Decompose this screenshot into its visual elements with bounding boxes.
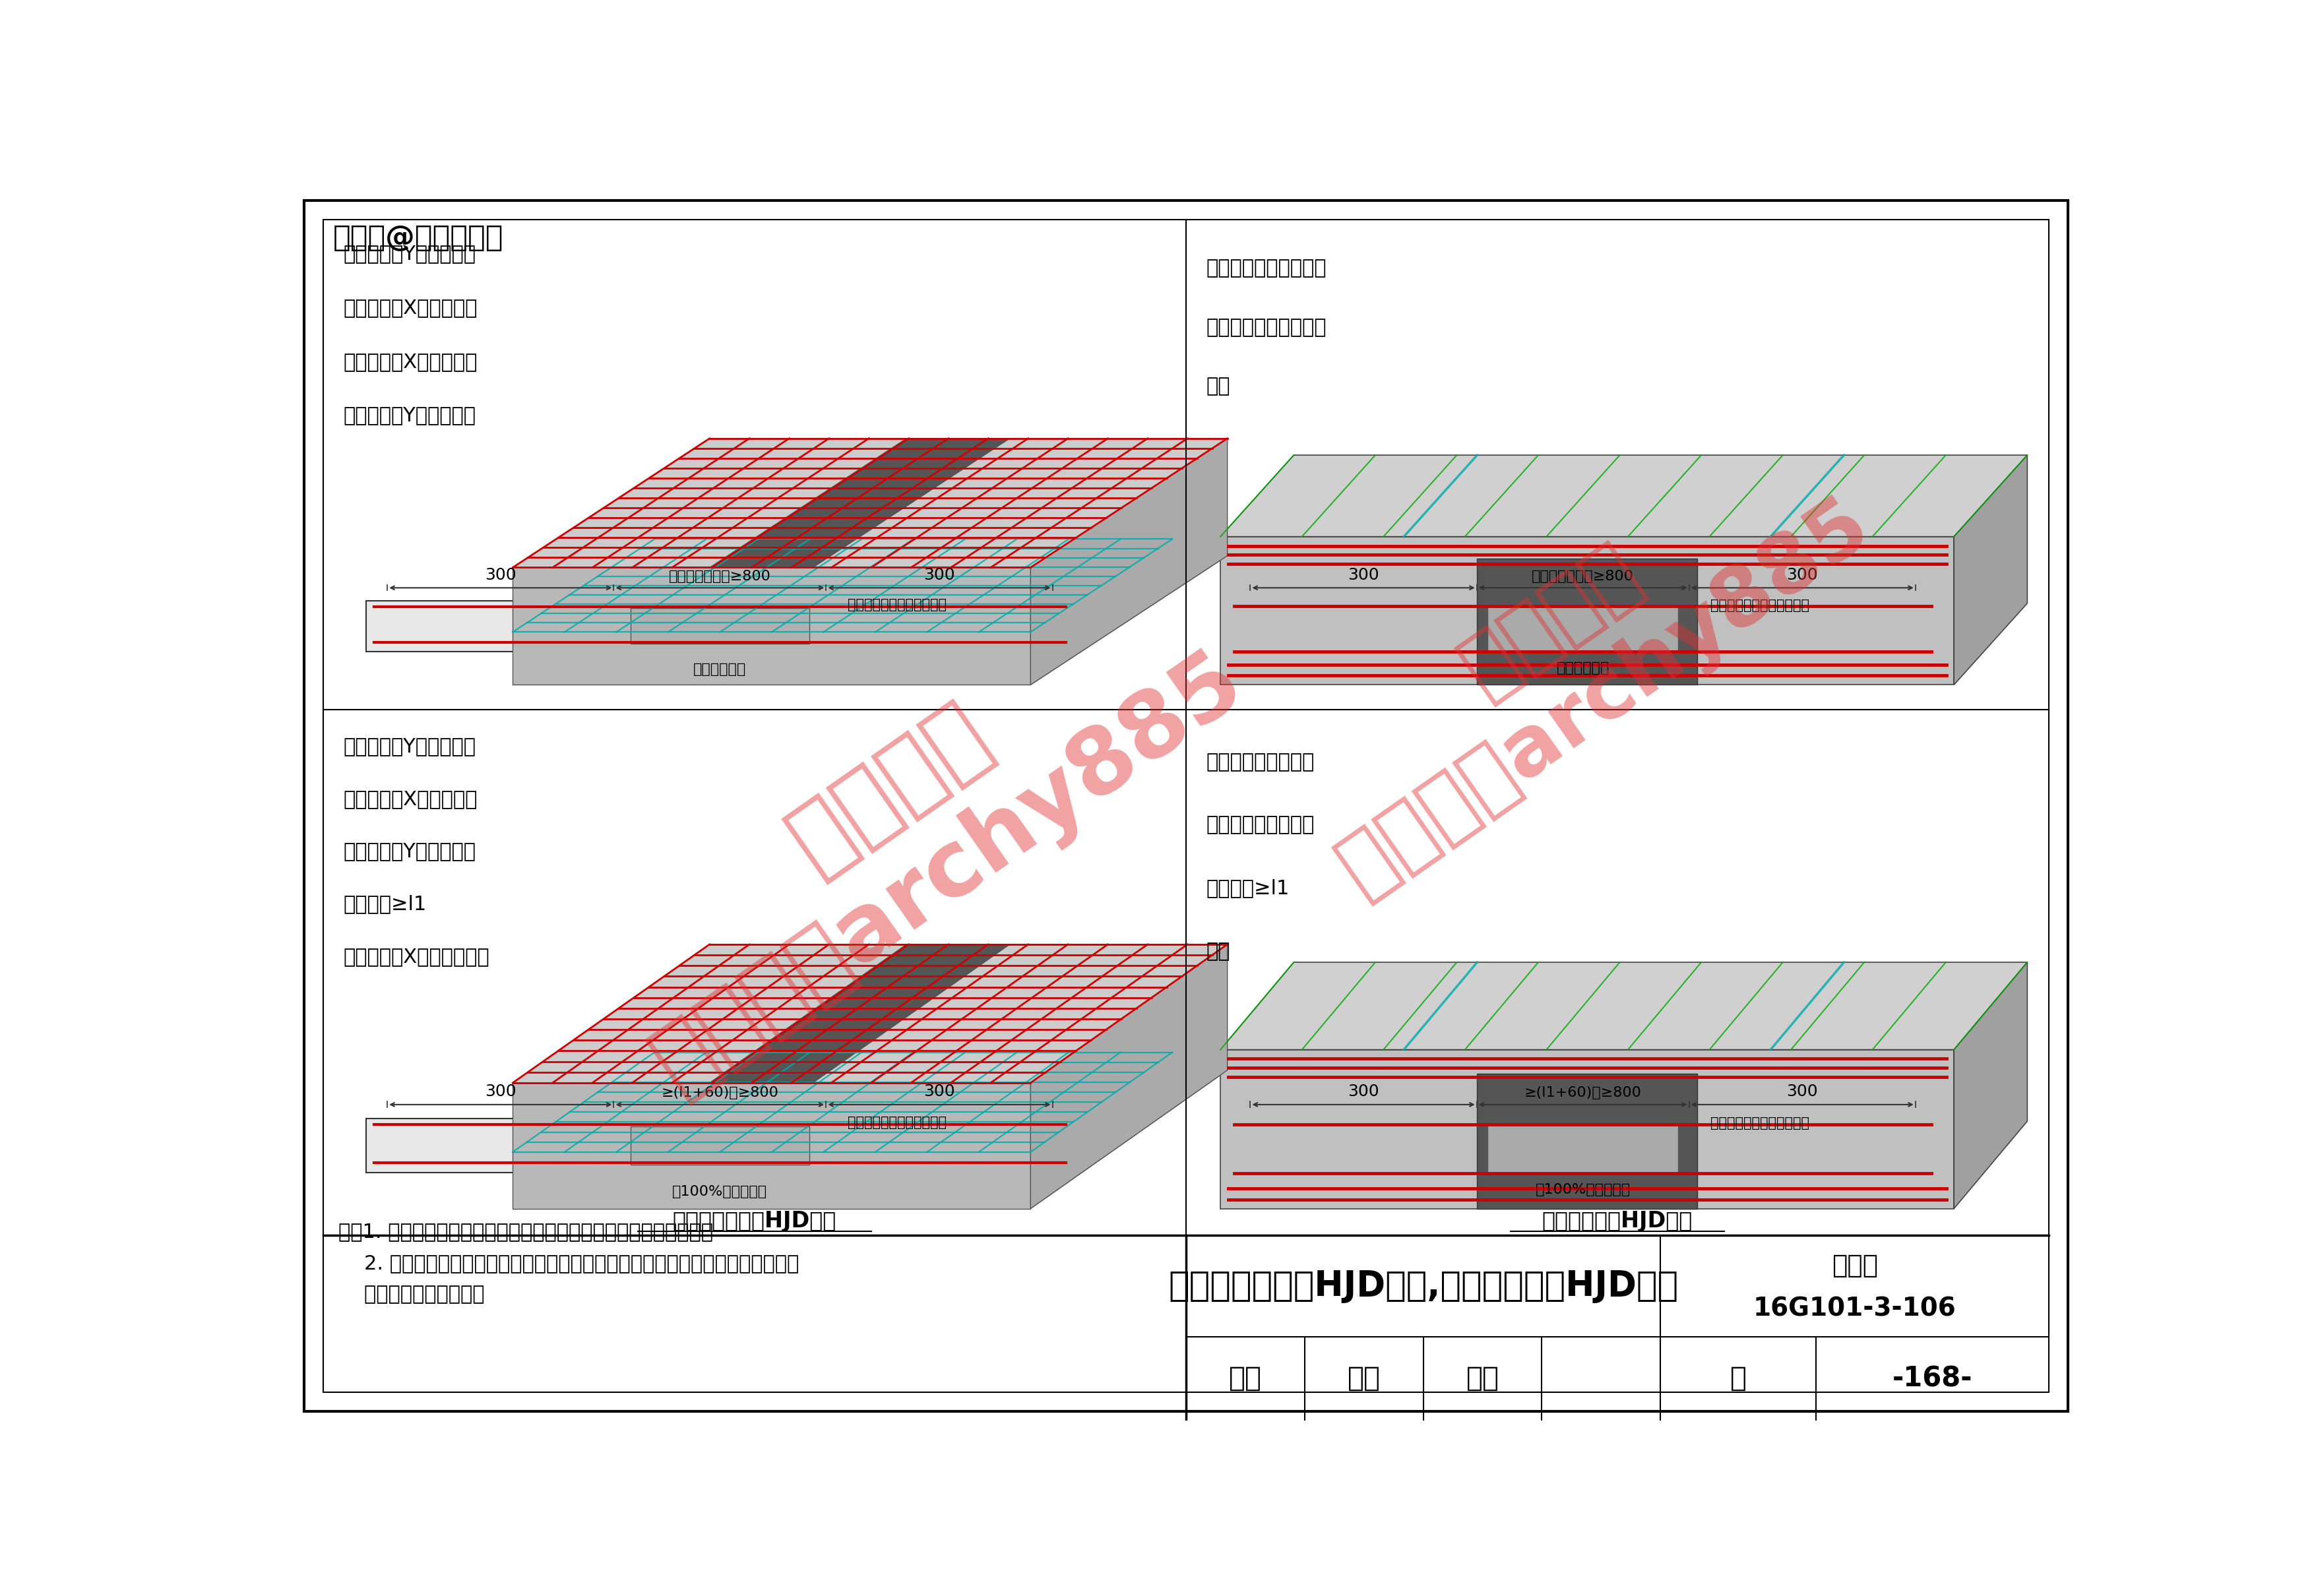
Polygon shape: [710, 945, 1009, 1082]
Text: （贯通留筋）: （贯通留筋）: [1557, 661, 1608, 675]
Polygon shape: [1476, 559, 1696, 685]
Text: 基础板上部Y向贯通纵筋: 基础板上部Y向贯通纵筋: [342, 737, 477, 757]
Bar: [1488, 1125, 1678, 1175]
Text: 箍筋: 箍筋: [1206, 942, 1231, 961]
Text: 基础梁下部贯通纵筋: 基础梁下部贯通纵筋: [1206, 816, 1314, 835]
Bar: [1476, 600, 1520, 659]
Polygon shape: [1219, 1050, 1953, 1208]
Polygon shape: [514, 439, 907, 568]
Bar: [366, 1119, 1074, 1173]
Text: 搜狐号@精品资料库: 搜狐号@精品资料库: [333, 223, 504, 252]
Text: 300: 300: [1347, 568, 1379, 583]
Bar: [1562, 600, 1604, 659]
Polygon shape: [1476, 1074, 1696, 1208]
Text: 免费获取
加微信：archy885: 免费获取 加微信：archy885: [1270, 407, 1884, 910]
Text: 基础板下部X向非贯通纵筋: 基础板下部X向非贯通纵筋: [342, 946, 491, 966]
Polygon shape: [514, 439, 1226, 568]
Bar: [1520, 600, 1562, 659]
Text: 基础板下部配置通纵筋: 基础板下部配置通纵筋: [1206, 318, 1326, 337]
Polygon shape: [1219, 536, 1953, 685]
Bar: [1648, 1119, 1689, 1181]
Text: 基础底板后浇带HJD构造: 基础底板后浇带HJD构造: [673, 1210, 835, 1232]
Polygon shape: [812, 945, 1226, 1082]
Text: 基础梁后浇带HJD构造: 基础梁后浇带HJD构造: [1541, 1210, 1692, 1232]
Polygon shape: [514, 945, 907, 1082]
Text: （100%搭接留筋）: （100%搭接留筋）: [673, 1186, 768, 1199]
Polygon shape: [514, 568, 1030, 685]
Text: ≥(l1+60)且≥800: ≥(l1+60)且≥800: [1525, 1087, 1641, 1100]
Bar: [1488, 606, 1678, 653]
Polygon shape: [514, 555, 1226, 685]
Text: 按接头标准，且≥800: 按接头标准，且≥800: [1532, 570, 1634, 583]
Polygon shape: [514, 1071, 1226, 1208]
Polygon shape: [1953, 455, 2027, 685]
Bar: [1229, 600, 1937, 659]
Bar: [1604, 1119, 1648, 1181]
Text: 基础板上部Y向贯通纵筋: 基础板上部Y向贯通纵筋: [342, 244, 477, 263]
Text: （贯通留筋）: （贯通留筋）: [694, 662, 747, 677]
Bar: [1229, 1119, 1937, 1181]
Text: 基础板下部Y向贯通纵筋: 基础板下部Y向贯通纵筋: [342, 841, 477, 860]
Text: 基础板上部X向贯通纵筋: 基础板上部X向贯通纵筋: [342, 790, 477, 809]
Text: 设计: 设计: [1467, 1365, 1499, 1392]
Text: 按设计标注，且≥800: 按设计标注，且≥800: [669, 570, 771, 583]
Text: 图集号: 图集号: [1833, 1253, 1879, 1278]
Bar: [613, 600, 826, 661]
Bar: [632, 1127, 810, 1165]
Polygon shape: [1953, 962, 2027, 1208]
Polygon shape: [514, 945, 1226, 1082]
Polygon shape: [1030, 945, 1226, 1208]
Text: 附加放水层，垫层相应下落: 附加放水层，垫层相应下落: [847, 1116, 946, 1128]
Polygon shape: [1219, 962, 2027, 1050]
Text: 注：1. 后浇带混凝土的浇筑时间及其他要求按具体工程的图纸要求。
    2. 后浇带两侧可采用钢筋支架单层钢丝网或单层钢板网隔断，当后浇混凝土时，
    应: 注：1. 后浇带混凝土的浇筑时间及其他要求按具体工程的图纸要求。 2. 后浇带两…: [338, 1223, 798, 1304]
Text: 300: 300: [923, 1084, 956, 1100]
Text: 基础梁上部贯通纵筋: 基础梁上部贯通纵筋: [1206, 752, 1314, 771]
Text: 基础板下部Y向贯通纵筋: 基础板下部Y向贯通纵筋: [342, 405, 477, 425]
Text: （100%搭接留筋）: （100%搭接留筋）: [1536, 1183, 1631, 1197]
Text: -168-: -168-: [1893, 1365, 1972, 1392]
Text: 300: 300: [923, 568, 956, 583]
Text: 箍筋: 箍筋: [1206, 377, 1231, 396]
Text: 300: 300: [1786, 1084, 1819, 1100]
Text: 300: 300: [486, 1084, 516, 1100]
Bar: [1648, 600, 1689, 659]
Text: 基础板上部配置通纵筋: 基础板上部配置通纵筋: [1206, 259, 1326, 278]
Text: 300: 300: [486, 568, 516, 583]
Bar: [1476, 1119, 1520, 1181]
Polygon shape: [1219, 455, 2027, 536]
Polygon shape: [514, 1082, 1030, 1208]
Text: 搭接长度≥l1: 搭接长度≥l1: [1206, 879, 1289, 899]
Text: 300: 300: [1347, 1084, 1379, 1100]
Bar: [366, 600, 1074, 651]
Polygon shape: [710, 439, 1009, 568]
Text: 审核: 审核: [1229, 1365, 1261, 1392]
Polygon shape: [812, 439, 1226, 568]
Text: 基础板上部X向贯通纵筋: 基础板上部X向贯通纵筋: [342, 298, 477, 318]
Text: 校对: 校对: [1347, 1365, 1381, 1392]
Polygon shape: [1030, 439, 1226, 685]
Text: 基础板下部X向贯通纵筋: 基础板下部X向贯通纵筋: [342, 353, 477, 372]
Text: 免费获取
加微信：archy885: 免费获取 加微信：archy885: [578, 552, 1259, 1109]
Text: 基础底板后浇带HJD构造,基础梁后浇带HJD构造: 基础底板后浇带HJD构造,基础梁后浇带HJD构造: [1169, 1269, 1678, 1302]
Text: 附加放水层，垫层相应下落: 附加放水层，垫层相应下落: [1710, 598, 1810, 611]
Bar: [1520, 1119, 1562, 1181]
Bar: [613, 1119, 826, 1183]
Text: 附加放水层，垫层相应下落: 附加放水层，垫层相应下落: [1710, 1117, 1810, 1130]
Text: 16G101-3-106: 16G101-3-106: [1754, 1296, 1955, 1321]
Text: 页: 页: [1731, 1365, 1747, 1392]
Text: 附加放水层，垫层相应下落: 附加放水层，垫层相应下落: [847, 598, 946, 611]
Bar: [1604, 600, 1648, 659]
Text: 搭接长度≥l1: 搭接长度≥l1: [342, 894, 426, 913]
Bar: [632, 608, 810, 643]
Text: ≥(l1+60)且≥800: ≥(l1+60)且≥800: [662, 1087, 778, 1100]
Bar: [1562, 1119, 1604, 1181]
Text: 300: 300: [1786, 568, 1819, 583]
